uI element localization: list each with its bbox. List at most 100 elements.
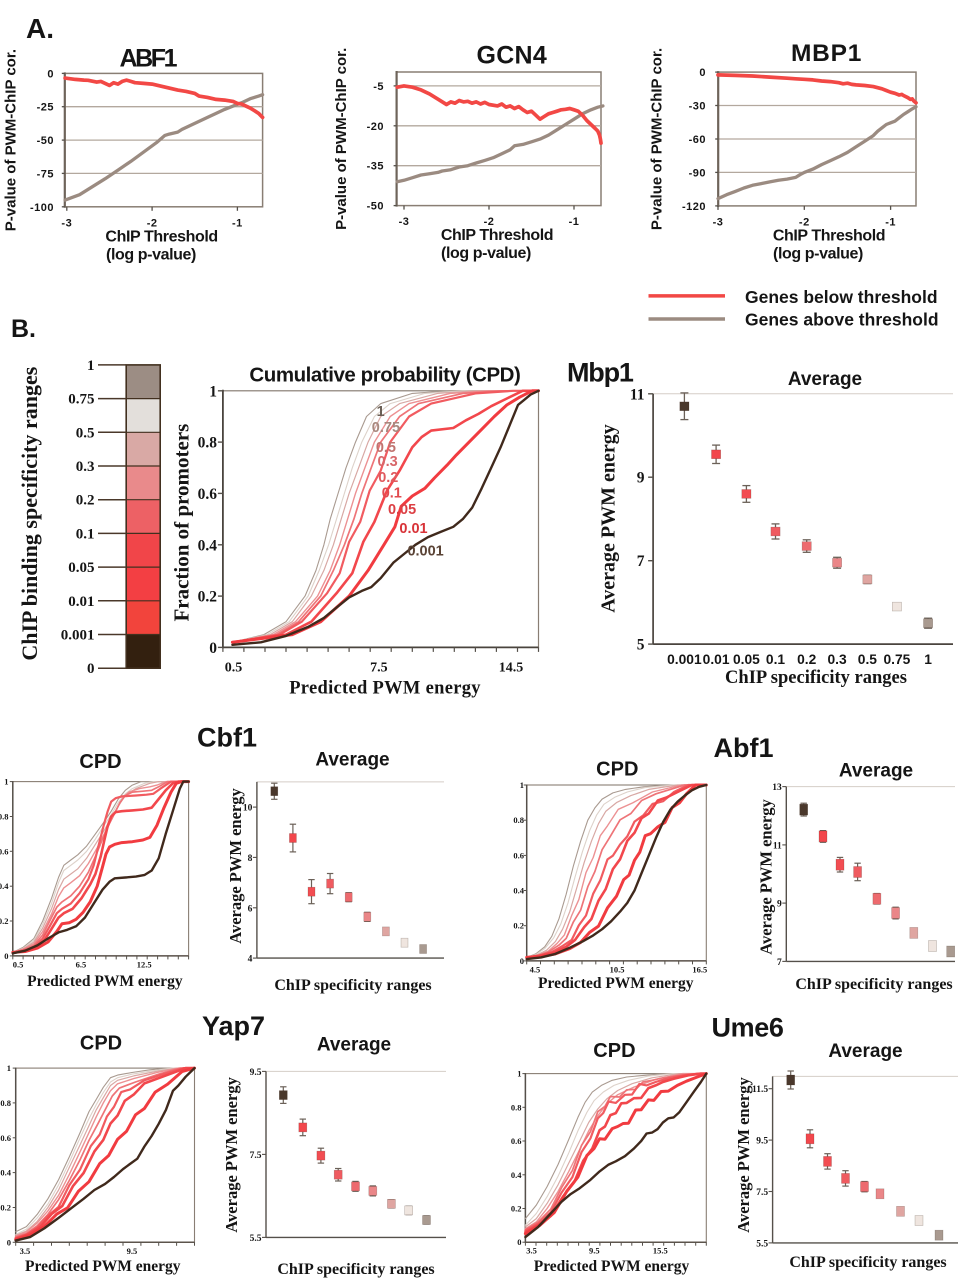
svg-text:0.8: 0.8 <box>513 815 524 825</box>
svg-text:3.5: 3.5 <box>526 1246 537 1256</box>
svg-text:10: 10 <box>243 804 253 814</box>
svg-text:0.001: 0.001 <box>667 652 702 667</box>
svg-text:0.05: 0.05 <box>388 502 416 518</box>
svg-text:0.5: 0.5 <box>225 660 243 675</box>
svg-text:Fraction of promoters: Fraction of promoters <box>170 424 194 622</box>
svg-text:0.05: 0.05 <box>733 652 760 667</box>
svg-text:4: 4 <box>248 955 253 965</box>
svg-text:(log p-value): (log p-value) <box>106 246 196 263</box>
svg-text:Genes above threshold: Genes above threshold <box>745 310 939 330</box>
svg-text:-3: -3 <box>399 216 410 228</box>
svg-text:0.75: 0.75 <box>68 392 94 408</box>
svg-text:0: 0 <box>209 640 217 657</box>
svg-text:0.4: 0.4 <box>198 537 218 554</box>
svg-text:-5: -5 <box>373 81 384 93</box>
svg-text:MBP1: MBP1 <box>791 40 862 67</box>
svg-text:7: 7 <box>777 958 782 968</box>
svg-text:0.2: 0.2 <box>511 1204 522 1214</box>
svg-text:0.6: 0.6 <box>0 846 9 856</box>
svg-text:6: 6 <box>248 904 253 914</box>
svg-text:0.01: 0.01 <box>68 594 94 610</box>
svg-text:6.5: 6.5 <box>76 959 87 969</box>
svg-text:Predicted PWM energy: Predicted PWM energy <box>534 1258 690 1275</box>
svg-text:0.3: 0.3 <box>76 459 95 475</box>
svg-text:9.5: 9.5 <box>127 1246 138 1256</box>
svg-text:1: 1 <box>924 652 932 667</box>
svg-text:-3: -3 <box>61 217 72 229</box>
svg-text:16.5: 16.5 <box>692 964 707 974</box>
svg-text:-1: -1 <box>569 216 580 228</box>
svg-text:11: 11 <box>630 386 645 403</box>
svg-text:7: 7 <box>637 553 645 570</box>
svg-text:ChIP binding specificity range: ChIP binding specificity ranges <box>17 366 42 660</box>
svg-text:0.6: 0.6 <box>513 850 524 860</box>
svg-text:9: 9 <box>637 470 645 487</box>
svg-text:Average PWM energy: Average PWM energy <box>222 1076 241 1232</box>
svg-text:1: 1 <box>377 404 385 420</box>
svg-text:14.5: 14.5 <box>499 660 524 675</box>
svg-text:0.2: 0.2 <box>0 1203 11 1213</box>
svg-text:P-value of PWM-ChIP cor.: P-value of PWM-ChIP cor. <box>649 48 666 230</box>
svg-text:0.2: 0.2 <box>378 470 398 486</box>
svg-text:Cbf1: Cbf1 <box>197 723 257 753</box>
svg-text:0.8: 0.8 <box>511 1102 522 1112</box>
svg-text:0.01: 0.01 <box>703 652 730 667</box>
svg-text:0.5: 0.5 <box>13 959 24 969</box>
svg-text:-3: -3 <box>713 216 724 228</box>
svg-text:9.5: 9.5 <box>250 1068 262 1078</box>
svg-text:13: 13 <box>772 783 782 793</box>
svg-text:11.5: 11.5 <box>752 1085 768 1095</box>
svg-text:7.5: 7.5 <box>756 1188 768 1198</box>
svg-text:(log p-value): (log p-value) <box>441 245 531 262</box>
svg-text:11: 11 <box>773 841 782 851</box>
svg-text:9.5: 9.5 <box>589 1246 600 1256</box>
svg-text:5.5: 5.5 <box>756 1239 768 1249</box>
svg-text:Average PWM energy: Average PWM energy <box>734 1077 753 1233</box>
svg-text:0.2: 0.2 <box>513 921 524 931</box>
svg-text:1: 1 <box>87 358 95 374</box>
svg-text:0.8: 0.8 <box>198 435 218 452</box>
svg-text:-90: -90 <box>689 167 706 179</box>
svg-text:0.001: 0.001 <box>61 628 95 644</box>
svg-text:0.05: 0.05 <box>68 560 94 576</box>
svg-text:Yap7: Yap7 <box>202 1011 265 1041</box>
svg-text:7.5: 7.5 <box>370 660 388 675</box>
svg-text:CPD: CPD <box>596 759 638 781</box>
svg-text:0.4: 0.4 <box>513 886 524 896</box>
svg-text:Abf1: Abf1 <box>714 733 774 763</box>
svg-text:CPD: CPD <box>593 1040 635 1062</box>
svg-text:0.5: 0.5 <box>76 425 95 441</box>
svg-text:7.5: 7.5 <box>250 1151 262 1161</box>
svg-text:-25: -25 <box>37 102 54 114</box>
svg-text:0: 0 <box>520 956 524 966</box>
svg-text:0.2: 0.2 <box>76 493 95 509</box>
svg-text:ChIP specificity ranges: ChIP specificity ranges <box>789 1254 946 1271</box>
svg-text:-30: -30 <box>689 101 706 113</box>
svg-text:12.5: 12.5 <box>137 959 152 969</box>
svg-text:9.5: 9.5 <box>756 1137 768 1147</box>
svg-text:3.5: 3.5 <box>20 1246 31 1256</box>
svg-text:(log p-value): (log p-value) <box>773 245 863 262</box>
svg-text:ChIP specificity ranges: ChIP specificity ranges <box>274 977 431 994</box>
svg-text:10.5: 10.5 <box>610 964 625 974</box>
svg-text:0.8: 0.8 <box>0 1098 11 1108</box>
svg-text:0.4: 0.4 <box>0 881 9 891</box>
svg-text:ChIP Threshold: ChIP Threshold <box>105 228 217 245</box>
svg-text:ChIP Threshold: ChIP Threshold <box>773 227 885 244</box>
svg-text:0.3: 0.3 <box>828 652 848 667</box>
svg-text:0.1: 0.1 <box>382 486 402 502</box>
svg-text:Average: Average <box>839 761 913 782</box>
svg-text:1: 1 <box>209 383 217 400</box>
svg-text:ChIP specificity ranges: ChIP specificity ranges <box>795 976 952 993</box>
svg-text:CPD: CPD <box>80 1033 122 1055</box>
svg-text:-1: -1 <box>232 217 243 229</box>
svg-text:Genes below threshold: Genes below threshold <box>745 287 938 307</box>
svg-text:0.6: 0.6 <box>511 1136 522 1146</box>
svg-text:0.5: 0.5 <box>376 440 396 456</box>
svg-text:0: 0 <box>87 661 95 677</box>
svg-text:GCN4: GCN4 <box>476 42 547 70</box>
svg-text:1: 1 <box>517 1069 521 1079</box>
svg-text:ChIP specificity ranges: ChIP specificity ranges <box>725 668 907 688</box>
svg-text:0.2: 0.2 <box>0 916 9 926</box>
svg-text:Average: Average <box>788 369 862 390</box>
